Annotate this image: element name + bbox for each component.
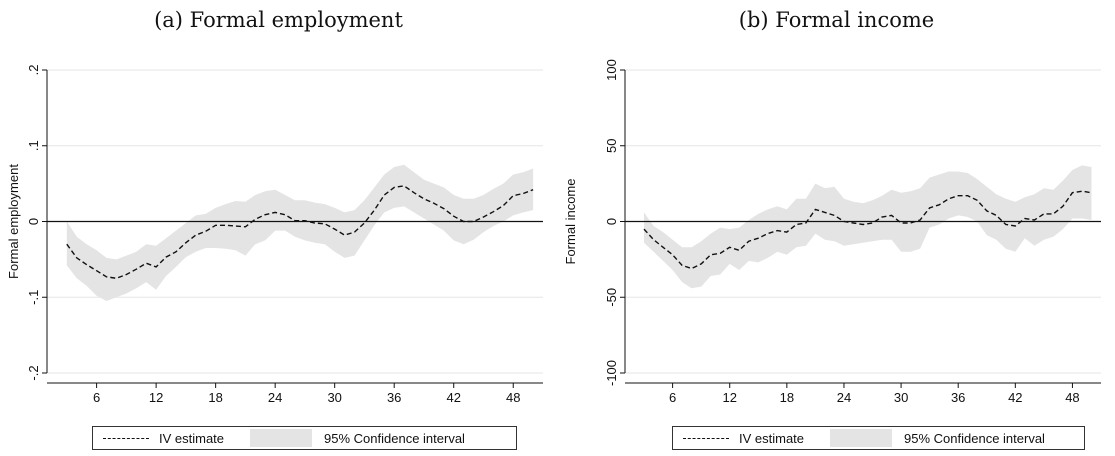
y-tick-label: -50 bbox=[604, 288, 619, 307]
x-tick-label: 6 bbox=[669, 390, 676, 405]
y-tick-label: -.1 bbox=[26, 290, 41, 305]
x-tick-label: 12 bbox=[722, 390, 736, 405]
estimate-line bbox=[643, 190, 1092, 270]
legend-key-band bbox=[830, 429, 893, 447]
legend-label: IV estimate bbox=[159, 430, 225, 446]
y-tick-label: 0 bbox=[604, 218, 619, 225]
y-tick-label: .1 bbox=[26, 140, 41, 151]
y-tick-label: 100 bbox=[604, 59, 619, 81]
x-tick-label: 30 bbox=[894, 390, 908, 405]
x-tick-label: 24 bbox=[268, 390, 282, 405]
y-tick-label: .2 bbox=[26, 65, 41, 76]
y-axis-label: Formal income bbox=[563, 179, 578, 265]
x-tick-label: 24 bbox=[837, 390, 851, 405]
legend-label: 95% Confidence interval bbox=[904, 430, 1045, 446]
estimate-line bbox=[66, 185, 534, 280]
x-tick-label: 6 bbox=[93, 390, 100, 405]
chart-legend: IV estimate 95% Confidence interval bbox=[92, 426, 517, 450]
x-tick-label: 48 bbox=[506, 390, 520, 405]
legend-key-band bbox=[250, 429, 313, 447]
chart-plot: -.2 -.1 0 .1 .2 6 12 18 24 30 36 42 48 Formal employm… bbox=[6, 65, 543, 405]
x-tick-label: 36 bbox=[387, 390, 401, 405]
legend-label: 95% Confidence interval bbox=[324, 430, 465, 446]
y-axis-label: Formal employment bbox=[6, 164, 21, 279]
x-tick-label: 48 bbox=[1065, 390, 1079, 405]
x-tick-label: 18 bbox=[208, 390, 222, 405]
panel-formal-employment: (a) Formal employment -.2 -.1 0 .1 .2 6 12 18 24… bbox=[0, 0, 557, 456]
chart-title: (a) Formal employment bbox=[154, 8, 403, 32]
y-tick-label: 50 bbox=[604, 139, 619, 153]
confidence-band bbox=[644, 165, 1092, 289]
legend-label: IV estimate bbox=[739, 430, 805, 446]
confidence-band bbox=[66, 164, 534, 301]
x-tick-label: 12 bbox=[149, 390, 163, 405]
chart-plot: -100 -50 0 50 100 6 12 18 24 30 36 42 48 Formal incom… bbox=[563, 59, 1101, 405]
x-tick-label: 30 bbox=[327, 390, 341, 405]
x-tick-label: 18 bbox=[780, 390, 794, 405]
chart-legend: IV estimate 95% Confidence interval bbox=[672, 426, 1085, 450]
legend-key-dashed-line bbox=[683, 437, 729, 439]
x-tick-label: 36 bbox=[951, 390, 965, 405]
legend-key-dashed-line bbox=[103, 437, 149, 439]
y-tick-label: 0 bbox=[26, 218, 41, 225]
x-tick-label: 42 bbox=[446, 390, 460, 405]
y-tick-label: -.2 bbox=[26, 365, 41, 380]
y-tick-label: -100 bbox=[604, 360, 619, 386]
chart-title: (b) Formal income bbox=[738, 8, 935, 32]
panel-formal-income: (b) Formal income -100 -50 0 50 100 6 12 18 24 30… bbox=[558, 0, 1115, 456]
x-tick-label: 42 bbox=[1008, 390, 1022, 405]
